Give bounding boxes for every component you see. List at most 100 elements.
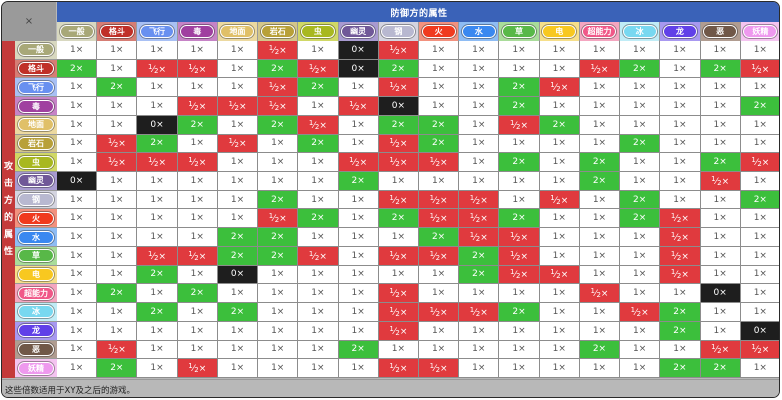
cell-dragon-vs-grass: 1× (499, 321, 539, 340)
column-header-fire[interactable]: 火 (418, 22, 460, 41)
cell-fighting-vs-poison: 1⁄2× (177, 59, 217, 78)
cell-rock-vs-electric: 1× (539, 134, 579, 153)
cell-rock-vs-grass: 1× (499, 134, 539, 153)
cell-steel-vs-rock: 2× (258, 190, 298, 209)
cell-rock-vs-psychic: 1× (579, 134, 620, 153)
cell-rock-vs-fairy: 1× (740, 134, 779, 153)
cell-water-vs-normal: 1× (57, 228, 97, 246)
row-header-rock[interactable]: 岩石 (15, 134, 57, 154)
column-header-fighting[interactable]: 格斗 (97, 22, 138, 41)
table-row-fighting: 2× 1× 1⁄2× 1⁄2× 1× 2× 1⁄2× 0× 2× 1× 1× 1× 1× 1⁄2× 2× 1×… (57, 59, 779, 79)
row-header-ice[interactable]: 冰 (15, 303, 57, 322)
cell-steel-vs-flying: 1× (137, 190, 177, 209)
cell-psychic-vs-normal: 1× (57, 284, 97, 303)
cell-normal-vs-water: 1× (459, 41, 499, 59)
column-header-poison[interactable]: 毒 (177, 22, 218, 41)
cell-ghost-vs-rock: 1× (258, 172, 298, 190)
row-header-poison[interactable]: 毒 (15, 97, 57, 116)
cell-ice-vs-normal: 1× (57, 303, 97, 321)
column-header-grass[interactable]: 草 (499, 22, 540, 41)
cell-flying-vs-ice: 1× (620, 78, 660, 97)
cell-fire-vs-grass: 2× (499, 209, 539, 228)
column-header-dragon[interactable]: 龙 (660, 22, 701, 41)
cell-rock-vs-ice: 2× (620, 134, 660, 153)
cell-fighting-vs-water: 1× (459, 59, 499, 78)
cell-psychic-vs-bug: 1× (298, 284, 338, 303)
cell-ice-vs-ice: 1⁄2× (620, 303, 660, 321)
table-row-normal: 1× 1× 1× 1× 1× 1⁄2× 1× 0× 1⁄2× 1× 1× 1× 1× 1× 1× 1× 1× 1× (57, 41, 779, 60)
row-header-normal[interactable]: 一般 (15, 41, 57, 60)
row-header-ground[interactable]: 地面 (15, 115, 57, 135)
cell-flying-vs-water: 1× (459, 78, 499, 97)
column-header-steel[interactable]: 钢 (378, 22, 419, 41)
table-row-ghost: 0× 1× 1× 1× 1× 1× 1× 2× 1× 1× 1× 1× 1× 2× 1× 1× 1⁄2× 1× (57, 172, 779, 191)
cell-psychic-vs-grass: 1× (499, 284, 539, 303)
cell-fighting-vs-grass: 1× (499, 59, 539, 78)
row-header-fighting[interactable]: 格斗 (15, 59, 57, 79)
cell-steel-vs-ghost: 1× (338, 190, 378, 209)
row-header-dark[interactable]: 恶 (15, 340, 57, 360)
cell-water-vs-dark: 1× (700, 228, 740, 246)
row-header-fairy[interactable]: 妖精 (15, 359, 57, 378)
table-row-grass: 1× 1× 1⁄2× 1⁄2× 2× 2× 1⁄2× 1× 1⁄2× 1⁄2× 2× 1⁄2× 1× 1×… (57, 246, 779, 266)
cell-dark-vs-fairy: 1⁄2× (740, 340, 779, 359)
cell-steel-vs-steel: 1⁄2× (378, 190, 418, 209)
cell-rock-vs-dark: 1× (700, 134, 740, 153)
cell-grass-vs-dragon: 1⁄2× (660, 246, 700, 265)
cell-dragon-vs-bug: 1× (298, 321, 338, 340)
column-header-water[interactable]: 水 (459, 22, 500, 41)
corner-cell: × (2, 2, 56, 41)
cell-water-vs-fairy: 1× (740, 228, 779, 246)
column-header-fairy[interactable]: 妖精 (740, 22, 779, 41)
row-header-flying[interactable]: 飞行 (15, 78, 57, 98)
cell-dragon-vs-fighting: 1× (97, 321, 137, 340)
type-badge-dark: 恶 (18, 342, 54, 356)
row-header-bug[interactable]: 虫 (15, 153, 57, 173)
column-header-ground[interactable]: 地面 (217, 22, 259, 41)
cell-ghost-vs-fighting: 1× (97, 172, 137, 190)
row-header-water[interactable]: 水 (15, 228, 57, 247)
row-header-steel[interactable]: 钢 (15, 190, 57, 210)
cell-rock-vs-steel: 1⁄2× (378, 134, 418, 153)
cell-dark-vs-steel: 1× (378, 340, 418, 359)
column-header-dark[interactable]: 恶 (700, 22, 741, 41)
cell-ghost-vs-bug: 1× (298, 172, 338, 190)
row-header-electric[interactable]: 电 (15, 265, 57, 285)
row-header-grass[interactable]: 草 (15, 246, 57, 266)
cell-poison-vs-dragon: 1× (660, 97, 700, 115)
cell-ghost-vs-fairy: 1× (740, 172, 779, 190)
column-header-normal[interactable]: 一般 (57, 22, 98, 41)
cell-water-vs-ice: 1× (620, 228, 660, 246)
column-header-ice[interactable]: 冰 (620, 22, 661, 41)
cell-dragon-vs-water: 1× (459, 321, 499, 340)
cell-ghost-vs-fire: 1× (418, 172, 459, 190)
cell-ground-vs-ice: 1× (620, 115, 660, 134)
column-header-ghost[interactable]: 幽灵 (338, 22, 379, 41)
row-header-fire[interactable]: 火 (15, 209, 57, 229)
cell-flying-vs-dark: 1× (700, 78, 740, 97)
column-header-bug[interactable]: 虫 (298, 22, 339, 41)
cell-fire-vs-dark: 1× (700, 209, 740, 228)
cell-dragon-vs-flying: 1× (137, 321, 177, 340)
column-header-electric[interactable]: 电 (539, 22, 580, 41)
row-header-psychic[interactable]: 超能力 (15, 284, 57, 304)
column-header-psychic[interactable]: 超能力 (579, 22, 621, 41)
cell-ice-vs-grass: 2× (499, 303, 539, 321)
cell-fairy-vs-bug: 1× (298, 359, 338, 377)
type-badge-flying: 飞行 (18, 80, 54, 94)
cell-steel-vs-psychic: 1× (579, 190, 620, 209)
cell-grass-vs-fire: 1⁄2× (418, 246, 459, 265)
cell-dark-vs-rock: 1× (258, 340, 298, 359)
column-header-rock[interactable]: 岩石 (258, 22, 299, 41)
column-header-flying[interactable]: 飞行 (137, 22, 178, 41)
cell-ghost-vs-steel: 1× (378, 172, 418, 190)
cell-normal-vs-dragon: 1× (660, 41, 700, 59)
cell-bug-vs-ice: 1× (620, 153, 660, 172)
cell-poison-vs-water: 1× (459, 97, 499, 115)
cell-grass-vs-ghost: 1× (338, 246, 378, 265)
row-header-ghost[interactable]: 幽灵 (15, 172, 57, 191)
row-header-dragon[interactable]: 龙 (15, 321, 57, 341)
table-row-dragon: 1× 1× 1× 1× 1× 1× 1× 1× 1⁄2× 1× 1× 1× 1× 1× 1× 2× 1× 0× (57, 321, 779, 341)
type-badge-ground: 地面 (18, 118, 54, 132)
type-badge-ice: 冰 (18, 305, 54, 319)
